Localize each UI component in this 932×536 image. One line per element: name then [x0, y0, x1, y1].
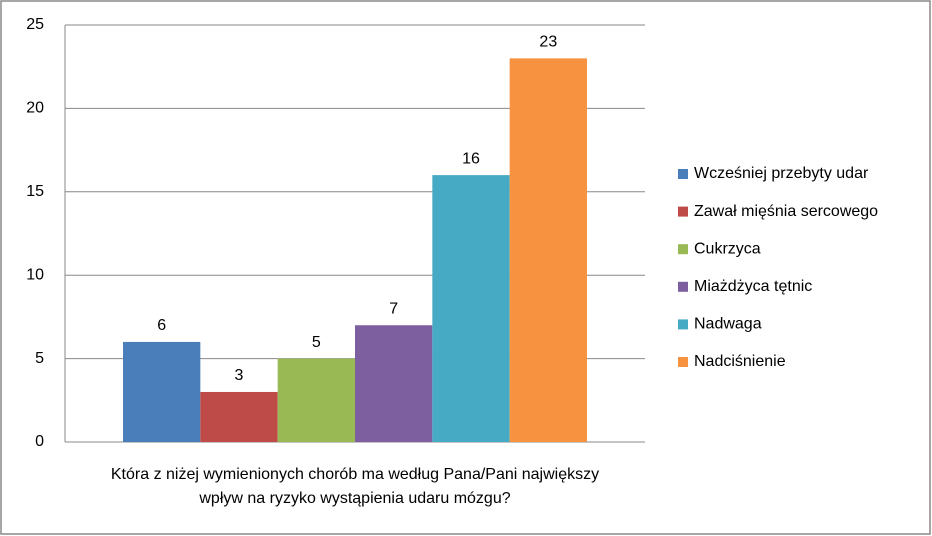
legend-label: Cukrzyca — [694, 240, 761, 257]
y-tick-label: 5 — [35, 350, 44, 367]
x-axis-label: Która z niżej wymienionych chorób ma wed… — [110, 466, 600, 507]
legend-label: Miażdżyca tętnic — [694, 278, 812, 295]
value-label: 3 — [235, 367, 244, 384]
legend-swatch — [678, 281, 688, 292]
y-tick-label: 15 — [26, 183, 44, 200]
value-label: 5 — [312, 334, 321, 351]
legend-swatch — [678, 319, 688, 330]
bar — [509, 58, 587, 443]
bar — [123, 341, 201, 442]
legend-label: Nadwaga — [694, 316, 762, 333]
bar — [200, 391, 278, 442]
bar — [277, 358, 355, 442]
legend-label: Zawał mięśnia sercowego — [694, 203, 878, 220]
y-tick-label: 0 — [35, 433, 44, 450]
value-label: 16 — [462, 150, 480, 167]
y-tick-label: 10 — [26, 266, 44, 283]
y-tick-label: 25 — [26, 16, 44, 33]
legend-swatch — [678, 206, 688, 217]
legend-swatch — [678, 169, 688, 179]
legend-label: Nadciśnienie — [694, 353, 786, 370]
legend-swatch — [678, 357, 688, 367]
value-label: 23 — [539, 34, 557, 51]
legend-label: Wcześniej przebyty udar — [694, 165, 869, 182]
value-label: 7 — [389, 300, 398, 317]
value-label: 6 — [157, 317, 166, 334]
legend-swatch — [678, 244, 688, 255]
bar — [432, 175, 510, 442]
bar — [355, 325, 433, 442]
y-tick-label: 20 — [26, 100, 44, 117]
